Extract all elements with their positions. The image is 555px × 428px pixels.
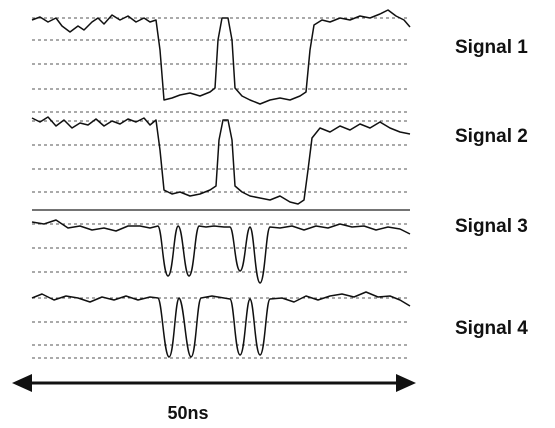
signal-4-trace <box>31 291 411 358</box>
signal-4-label: Signal 4 <box>455 318 528 339</box>
arrow-right-icon <box>396 374 416 392</box>
signal-3-label: Signal 3 <box>455 216 528 237</box>
time-scale-arrow <box>12 374 416 392</box>
signal-2-label: Signal 2 <box>455 126 528 147</box>
grid <box>32 17 410 359</box>
arrow-left-icon <box>12 374 32 392</box>
signal-3-trace <box>31 219 411 284</box>
signal-2-trace <box>31 116 411 205</box>
signal-1-trace <box>31 9 411 105</box>
signal-1-label: Signal 1 <box>455 37 528 58</box>
time-scale-label: 50ns <box>167 403 208 423</box>
